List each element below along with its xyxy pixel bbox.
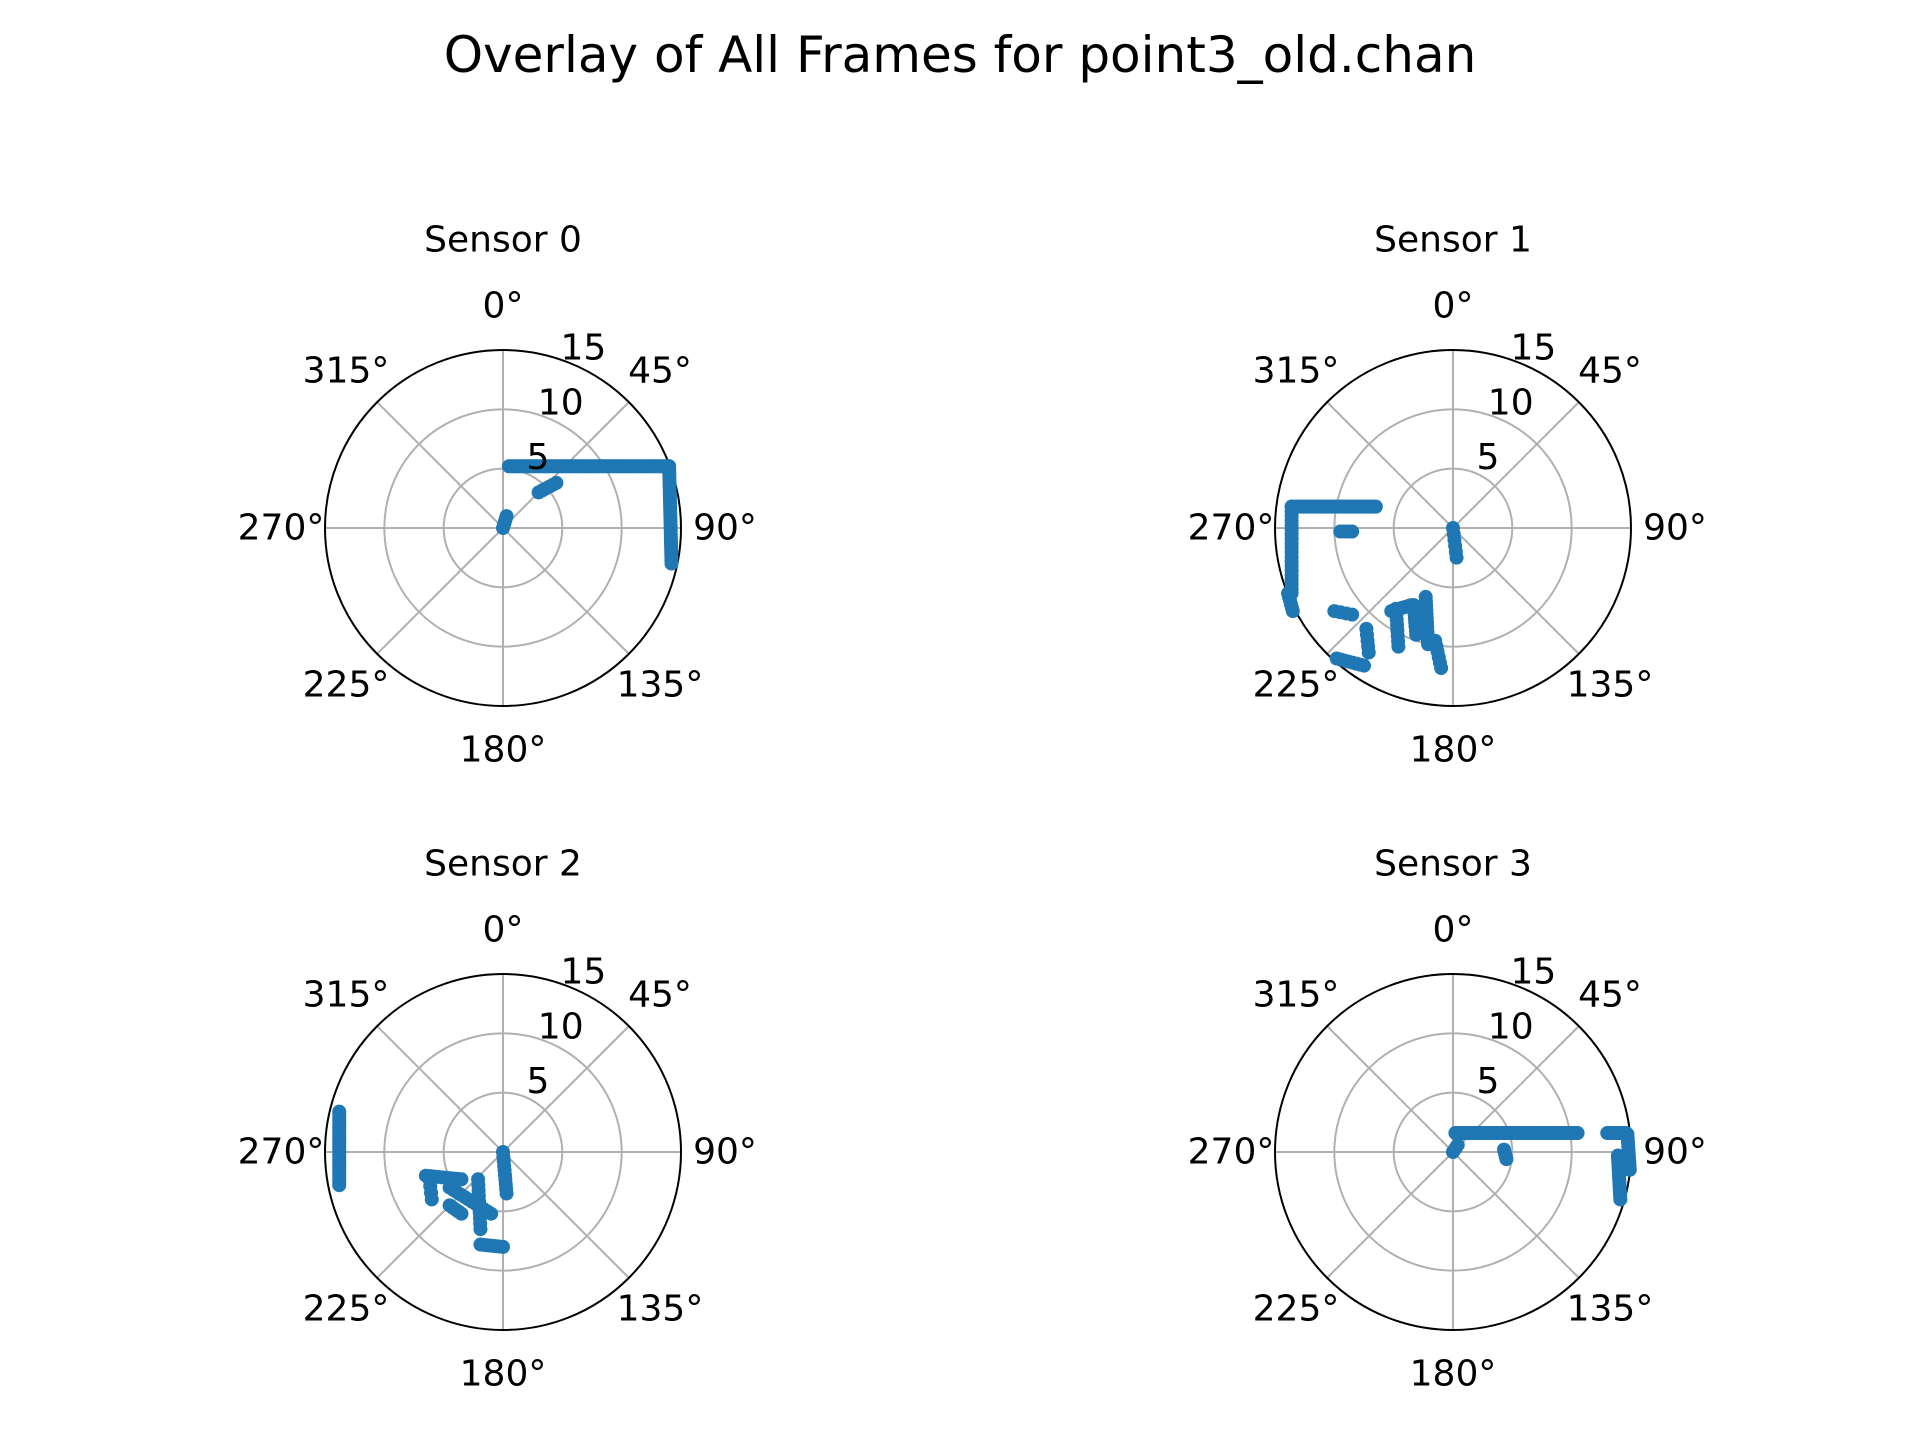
- theta-tick-label-2: 90°: [1643, 1132, 1707, 1173]
- theta-tick-label-3: 135°: [617, 1288, 704, 1329]
- data-point-g5-7: [1357, 658, 1371, 673]
- theta-grid-line-7: [1326, 1025, 1454, 1153]
- theta-tick-label-4: 180°: [460, 1354, 547, 1395]
- subplot-title: Sensor 1: [1374, 220, 1532, 261]
- theta-tick-label-7: 315°: [1253, 975, 1340, 1016]
- data-point-g2-5: [549, 475, 564, 490]
- theta-grid-line-5: [376, 1151, 504, 1279]
- theta-tick-label-4: 180°: [460, 730, 547, 771]
- theta-tick-label-5: 225°: [303, 664, 390, 705]
- theta-tick-label-5: 225°: [1253, 1288, 1340, 1329]
- polar-chart-sensor-1: 0° 45° 90° 135° 180° 225° 270° 315° 5 10 15 Sensor …: [1188, 220, 1707, 771]
- data-point-g0-49: [1368, 499, 1383, 514]
- data-point-g0-24: [332, 1178, 347, 1193]
- r-tick-label-5: 5: [527, 437, 550, 478]
- theta-tick-label-2: 90°: [693, 508, 757, 549]
- r-tick-label-5: 5: [1477, 437, 1500, 478]
- data-point-g11-5: [1434, 661, 1449, 676]
- theta-tick-label-1: 45°: [1578, 351, 1642, 392]
- theta-tick-label-0: 0°: [1433, 286, 1474, 327]
- theta-tick-label-6: 270°: [238, 1132, 325, 1173]
- r-tick-label-5: 5: [1477, 1061, 1500, 1102]
- data-point-g6-7: [496, 1239, 510, 1254]
- polar-frame: [324, 349, 682, 707]
- data-point-g1-9: [454, 1172, 469, 1187]
- theta-grid-line-3: [1452, 1151, 1580, 1279]
- polar-chart-sensor-3: 0° 45° 90° 135° 180° 225° 270° 315° 5 10 15 Sensor …: [1188, 844, 1707, 1395]
- data-point-g2-3: [1499, 1152, 1514, 1167]
- theta-tick-label-0: 0°: [1433, 910, 1474, 951]
- theta-tick-label-4: 180°: [1410, 1354, 1497, 1395]
- data-point-g3-4: [499, 509, 514, 524]
- theta-tick-label-6: 270°: [1188, 508, 1275, 549]
- theta-tick-label-1: 45°: [1578, 975, 1642, 1016]
- data-point-g5-3: [1450, 1137, 1465, 1152]
- theta-tick-label-0: 0°: [483, 286, 524, 327]
- data-point-g4-3: [1345, 607, 1360, 622]
- data-point-g6-4: [1361, 645, 1376, 660]
- data-point-g1-29: [664, 556, 679, 571]
- theta-grid-line-7: [376, 1025, 504, 1153]
- data-point-g2-3: [1345, 524, 1360, 539]
- theta-grid-line-1: [502, 1025, 630, 1153]
- theta-grid-line-5: [1326, 527, 1454, 655]
- theta-tick-label-2: 90°: [693, 1132, 757, 1173]
- theta-grid-line-3: [502, 527, 630, 655]
- r-tick-label-10: 10: [538, 382, 584, 423]
- theta-tick-label-3: 135°: [617, 664, 704, 705]
- subplot-title: Sensor 2: [424, 844, 582, 885]
- figure-suptitle: Overlay of All Frames for point3_old.cha…: [443, 26, 1477, 84]
- subplot-title: Sensor 3: [1374, 844, 1532, 885]
- data-point-g3-11: [484, 1206, 499, 1221]
- theta-grid-line-3: [1452, 527, 1580, 655]
- theta-tick-label-4: 180°: [1410, 730, 1497, 771]
- theta-grid-line-1: [1452, 401, 1580, 529]
- theta-tick-label-1: 45°: [628, 975, 692, 1016]
- theta-tick-label-7: 315°: [1253, 351, 1340, 392]
- polar-frame: [324, 973, 682, 1331]
- theta-tick-label-0: 0°: [483, 910, 524, 951]
- polar-chart-sensor-2: 0° 45° 90° 135° 180° 225° 270° 315° 5 10 15 Sensor …: [238, 844, 757, 1395]
- theta-tick-label-1: 45°: [628, 351, 692, 392]
- r-tick-label-15: 15: [1511, 952, 1557, 993]
- data-point-g2-3: [424, 1192, 439, 1207]
- r-tick-label-10: 10: [538, 1006, 584, 1047]
- data-point-g9-7: [1409, 627, 1424, 642]
- r-tick-label-5: 5: [527, 1061, 550, 1102]
- data-point-g12-5: [1449, 550, 1464, 565]
- theta-tick-label-3: 135°: [1567, 664, 1654, 705]
- r-tick-label-15: 15: [561, 952, 607, 993]
- r-tick-label-15: 15: [561, 328, 607, 369]
- theta-tick-label-6: 270°: [1188, 1132, 1275, 1173]
- theta-grid-line-7: [1326, 401, 1454, 529]
- r-tick-label-15: 15: [1511, 328, 1557, 369]
- theta-tick-label-3: 135°: [1567, 1288, 1654, 1329]
- subplot-title: Sensor 0: [424, 220, 582, 261]
- data-point-g4-9: [1622, 1162, 1637, 1177]
- data-point-g4-5: [454, 1206, 469, 1221]
- polar-frame: [1274, 349, 1632, 707]
- theta-grid-line-7: [376, 401, 504, 529]
- r-tick-label-10: 10: [1488, 1006, 1534, 1047]
- theta-grid-line-5: [1326, 1151, 1454, 1279]
- data-point-g7-9: [499, 1186, 514, 1201]
- data-point-g5-9: [473, 1222, 488, 1237]
- theta-grid-line-3: [502, 1151, 630, 1279]
- data-point-g0-59: [1570, 1126, 1585, 1141]
- theta-tick-label-7: 315°: [303, 975, 390, 1016]
- data-point-g3-17: [1613, 1192, 1628, 1207]
- theta-tick-label-5: 225°: [1253, 664, 1340, 705]
- data-point-g8-7: [1391, 639, 1406, 654]
- theta-tick-label-5: 225°: [303, 1288, 390, 1329]
- data-point-g3-5: [1285, 604, 1300, 619]
- theta-tick-label-6: 270°: [238, 508, 325, 549]
- theta-tick-label-7: 315°: [303, 351, 390, 392]
- theta-grid-line-5: [376, 527, 504, 655]
- r-tick-label-10: 10: [1488, 382, 1534, 423]
- theta-tick-label-2: 90°: [1643, 508, 1707, 549]
- polar-chart-sensor-0: 0° 45° 90° 135° 180° 225° 270° 315° 5 10 15 Sensor …: [238, 220, 757, 771]
